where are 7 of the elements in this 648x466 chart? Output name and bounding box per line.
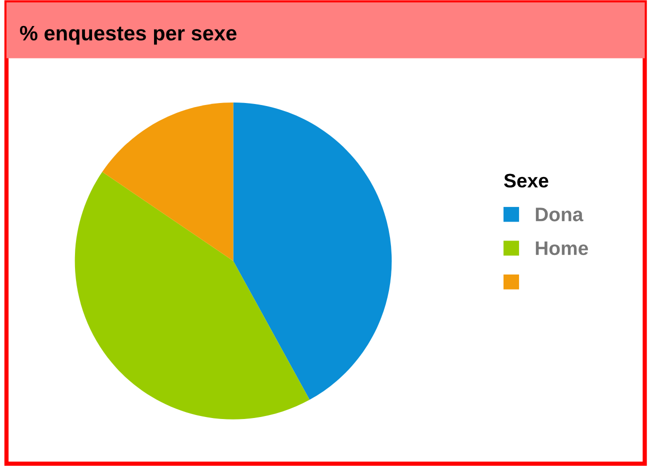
legend-title: Sexe xyxy=(504,174,548,188)
legend-label: Home xyxy=(536,242,588,256)
pie-slice xyxy=(74,172,310,420)
pie-slice xyxy=(102,102,234,261)
legend-label: Dona xyxy=(536,208,584,222)
chart-title: % enquestes per sexe xyxy=(20,26,236,45)
pie-slice xyxy=(233,102,392,400)
